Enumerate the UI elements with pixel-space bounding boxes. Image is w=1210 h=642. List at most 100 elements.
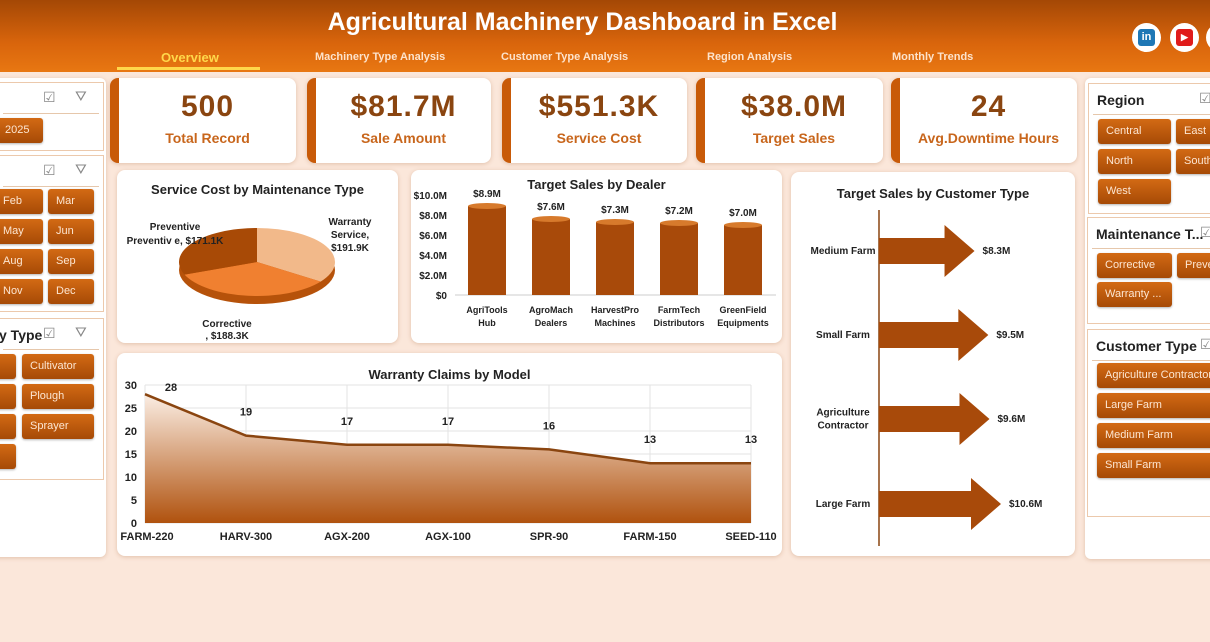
multi-select-icon[interactable]: ☑	[43, 89, 56, 105]
service-cost-pie-card: Service Cost by Maintenance Type Prevent…	[117, 170, 398, 343]
slicer-item-dec[interactable]: Dec	[48, 279, 94, 304]
multi-select-icon[interactable]: ☑	[43, 162, 56, 178]
multi-select-icon[interactable]: ☑	[1200, 224, 1210, 240]
category-label: Medium Farm	[810, 246, 875, 257]
tab-region-analysis[interactable]: Region Analysis	[707, 51, 793, 63]
youtube-icon[interactable]: ▶	[1170, 23, 1199, 52]
slicer-item-aug[interactable]: Aug	[0, 249, 43, 274]
x-tick-label: FARM-220	[120, 531, 173, 543]
slicer-item-sep[interactable]: Sep	[48, 249, 94, 274]
slicer-item-central[interactable]: Central	[1098, 119, 1171, 144]
y-tick-label: 5	[131, 495, 137, 507]
slicer-item-partial[interactable]	[0, 414, 16, 439]
bar-top	[468, 203, 506, 209]
x-tick-label: FarmTech	[658, 305, 700, 315]
slicer-item-west[interactable]: West	[1098, 179, 1171, 204]
category-label: Large Farm	[816, 499, 871, 510]
slicer-item-partial[interactable]	[0, 444, 16, 469]
linkedin-glyph: in	[1138, 29, 1155, 46]
slicer-item-warranty[interactable]: Warranty ...	[1097, 282, 1172, 307]
slicer-title: Region	[1097, 92, 1145, 108]
slicer-item-may[interactable]: May	[0, 219, 43, 244]
arrow-data-label: $8.3M	[983, 246, 1011, 257]
linkedin-icon[interactable]: in	[1132, 23, 1161, 52]
multi-select-icon[interactable]: ☑	[1200, 336, 1210, 352]
slicer-item-agriculture-contractor[interactable]: Agriculture Contractor	[1097, 363, 1210, 388]
slicer-item-large-farm[interactable]: Large Farm	[1097, 393, 1210, 418]
data-label: 19	[240, 407, 252, 419]
category-label: Contractor	[817, 421, 868, 432]
x-tick-label: FARM-150	[623, 531, 676, 543]
slicer-item-sprayer[interactable]: Sprayer	[22, 414, 94, 439]
bar-data-label: $7.6M	[537, 202, 565, 213]
kpi-target-sales: $38.0M Target Sales	[696, 78, 883, 163]
clear-filter-icon[interactable]: ⛛	[75, 88, 87, 104]
pie-label-corrective: Corrective	[202, 319, 252, 330]
chart-title: Service Cost by Maintenance Type	[151, 182, 364, 197]
slicer-item-partial[interactable]	[0, 384, 16, 409]
tab-overview[interactable]: Overview	[161, 50, 219, 65]
bar-top	[724, 222, 762, 228]
x-tick-label: Equipments	[717, 318, 769, 328]
active-tab-underline	[117, 67, 260, 70]
y-tick-label: $6.0M	[419, 231, 447, 242]
warranty-area-chart: 0 5 10 15 20 25 30 28 FARM-220 19 HARV-300 17 AGX-20…	[120, 380, 776, 543]
clear-filter-icon[interactable]: ⛛	[75, 161, 87, 177]
category-label: Small Farm	[816, 330, 870, 341]
slicer-item-partial[interactable]	[0, 354, 16, 379]
slicer-item-mar[interactable]: Mar	[48, 189, 94, 214]
slicer-item-medium-farm[interactable]: Medium Farm	[1097, 423, 1210, 448]
data-label: 17	[341, 416, 353, 428]
y-tick-label: 30	[125, 380, 137, 392]
slicer-item-cultivator[interactable]: Cultivator	[22, 354, 94, 379]
slicer-item-jun[interactable]: Jun	[48, 219, 94, 244]
arrow-data-label: $9.5M	[996, 330, 1024, 341]
header-bar: Agricultural Machinery Dashboard in Exce…	[0, 0, 1210, 72]
kpi-sale-amount: $81.7M Sale Amount	[307, 78, 491, 163]
slicer-item-feb[interactable]: Feb	[0, 189, 43, 214]
warranty-claims-card: Warranty Claims by Model 0 5 10 15 20 25 30 28 F…	[117, 353, 782, 556]
pie-slice-corrective	[184, 262, 321, 296]
dealer-bar-chart: $0 $2.0M $4.0M $6.0M $8.0M $10.0M $8.9M AgriToo…	[414, 189, 776, 328]
arrow-bar	[879, 309, 989, 361]
x-tick-label: AGX-100	[425, 531, 471, 543]
tab-machinery-type-analysis[interactable]: Machinery Type Analysis	[315, 51, 446, 63]
multi-select-icon[interactable]: ☑	[43, 325, 56, 341]
tab-customer-type-analysis[interactable]: Customer Type Analysis	[501, 51, 629, 63]
machinery-type-slicer: y Type ☑ ⛛ Cultivator Plough Sprayer	[0, 318, 104, 480]
bar-data-label: $7.0M	[729, 208, 757, 219]
chart-title: Target Sales by Customer Type	[836, 186, 1030, 201]
slicer-item-south[interactable]: South	[1176, 149, 1210, 174]
customer-arrow-chart: $8.3M Medium Farm $9.5M Small Farm $9.6M Agri…	[810, 210, 1042, 546]
target-sales-customer-card: Target Sales by Customer Type $8.3M Mediu…	[791, 172, 1075, 556]
slicer-item-plough[interactable]: Plough	[22, 384, 94, 409]
multi-select-icon[interactable]: ☑	[1199, 90, 1210, 106]
chart-title: Target Sales by Dealer	[527, 177, 666, 192]
bar-top	[532, 216, 570, 222]
tab-monthly-trends[interactable]: Monthly Trends	[892, 51, 974, 63]
kpi-label: Total Record	[165, 130, 250, 146]
pie-value-warranty: $191.9K	[331, 243, 370, 254]
arrow-data-label: $10.6M	[1009, 499, 1042, 510]
x-tick-label: HarvestPro	[591, 305, 640, 315]
slicer-item-small-farm[interactable]: Small Farm	[1097, 453, 1210, 478]
bar	[724, 225, 762, 295]
maintenance-type-slicer: Maintenance T... ☑ Corrective Preve Warr…	[1087, 217, 1210, 324]
kpi-total-record: 500 Total Record	[110, 78, 296, 163]
kpi-value: $81.7M	[350, 90, 457, 123]
slicer-item-north[interactable]: North	[1098, 149, 1171, 174]
social-icon-partial[interactable]	[1206, 23, 1210, 52]
slicer-item-2025[interactable]: 2025	[0, 118, 43, 143]
slicer-item-nov[interactable]: Nov	[0, 279, 43, 304]
clear-filter-icon[interactable]: ⛛	[75, 324, 87, 340]
slicer-title: Customer Type	[1096, 338, 1197, 354]
slicer-item-corrective[interactable]: Corrective	[1097, 253, 1172, 278]
customer-type-slicer: Customer Type ☑ Agriculture Contractor L…	[1087, 329, 1210, 517]
kpi-service-cost: $551.3K Service Cost	[502, 78, 687, 163]
bar	[660, 223, 698, 295]
slicer-item-east[interactable]: East	[1176, 119, 1210, 144]
pie-value-preventive: Preventiv e, $171.1K	[127, 236, 225, 247]
kpi-value: 24	[970, 90, 1007, 123]
slicer-item-preventive[interactable]: Preve	[1177, 253, 1210, 278]
target-sales-dealer-card: Target Sales by Dealer $0 $2.0M $4.0M $6.0M…	[411, 170, 782, 343]
